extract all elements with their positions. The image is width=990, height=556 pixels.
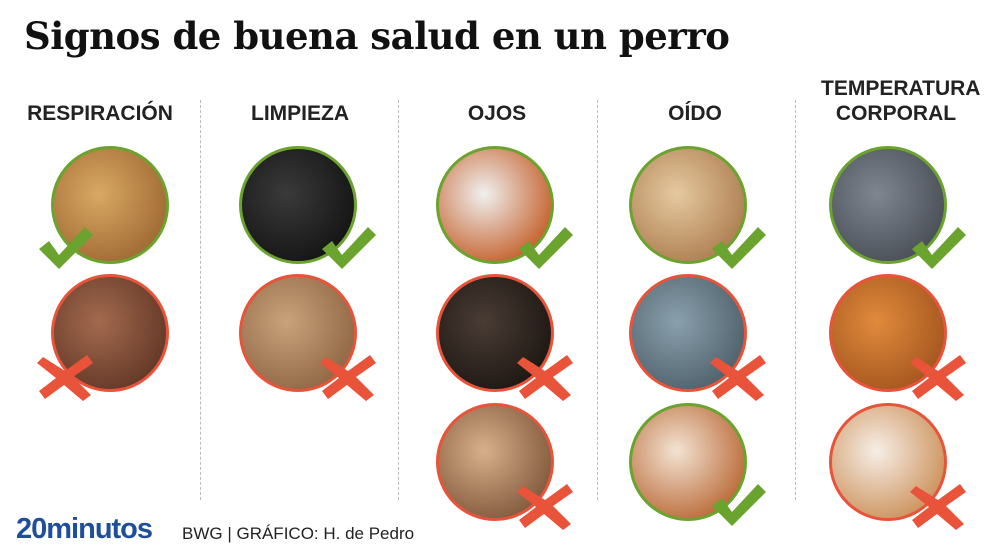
column-title: TEMPERATURA CORPORAL (821, 77, 981, 125)
column-divider (200, 100, 201, 500)
cross-icon (908, 351, 968, 401)
dog-photo-good (436, 146, 554, 264)
column-title: OJOS (467, 102, 527, 125)
column-title: RESPIRACIÓN (27, 102, 173, 125)
dog-photo-good (829, 146, 947, 264)
dog-photo-good (629, 146, 747, 264)
dog-photo-good (629, 403, 747, 521)
cross-icon (515, 480, 575, 530)
check-icon (318, 223, 378, 273)
cross-icon (908, 480, 968, 530)
cross-icon (35, 351, 95, 401)
column-title: LIMPIEZA (251, 102, 349, 125)
cross-icon (318, 351, 378, 401)
dog-photo-good (239, 146, 357, 264)
cross-icon (708, 351, 768, 401)
cross-icon (515, 351, 575, 401)
column-divider (795, 100, 796, 500)
check-icon (35, 223, 95, 273)
check-icon (708, 223, 768, 273)
column-title: OÍDO (668, 102, 722, 125)
check-icon (708, 480, 768, 530)
credit-text: BWG | GRÁFICO: H. de Pedro (182, 524, 415, 543)
page-title: Signos de buena salud en un perro (24, 14, 730, 58)
check-icon (515, 223, 575, 273)
column-divider (597, 100, 598, 500)
brand-logo: 20minutos (16, 513, 153, 545)
check-icon (908, 223, 968, 273)
column-divider (398, 100, 399, 500)
